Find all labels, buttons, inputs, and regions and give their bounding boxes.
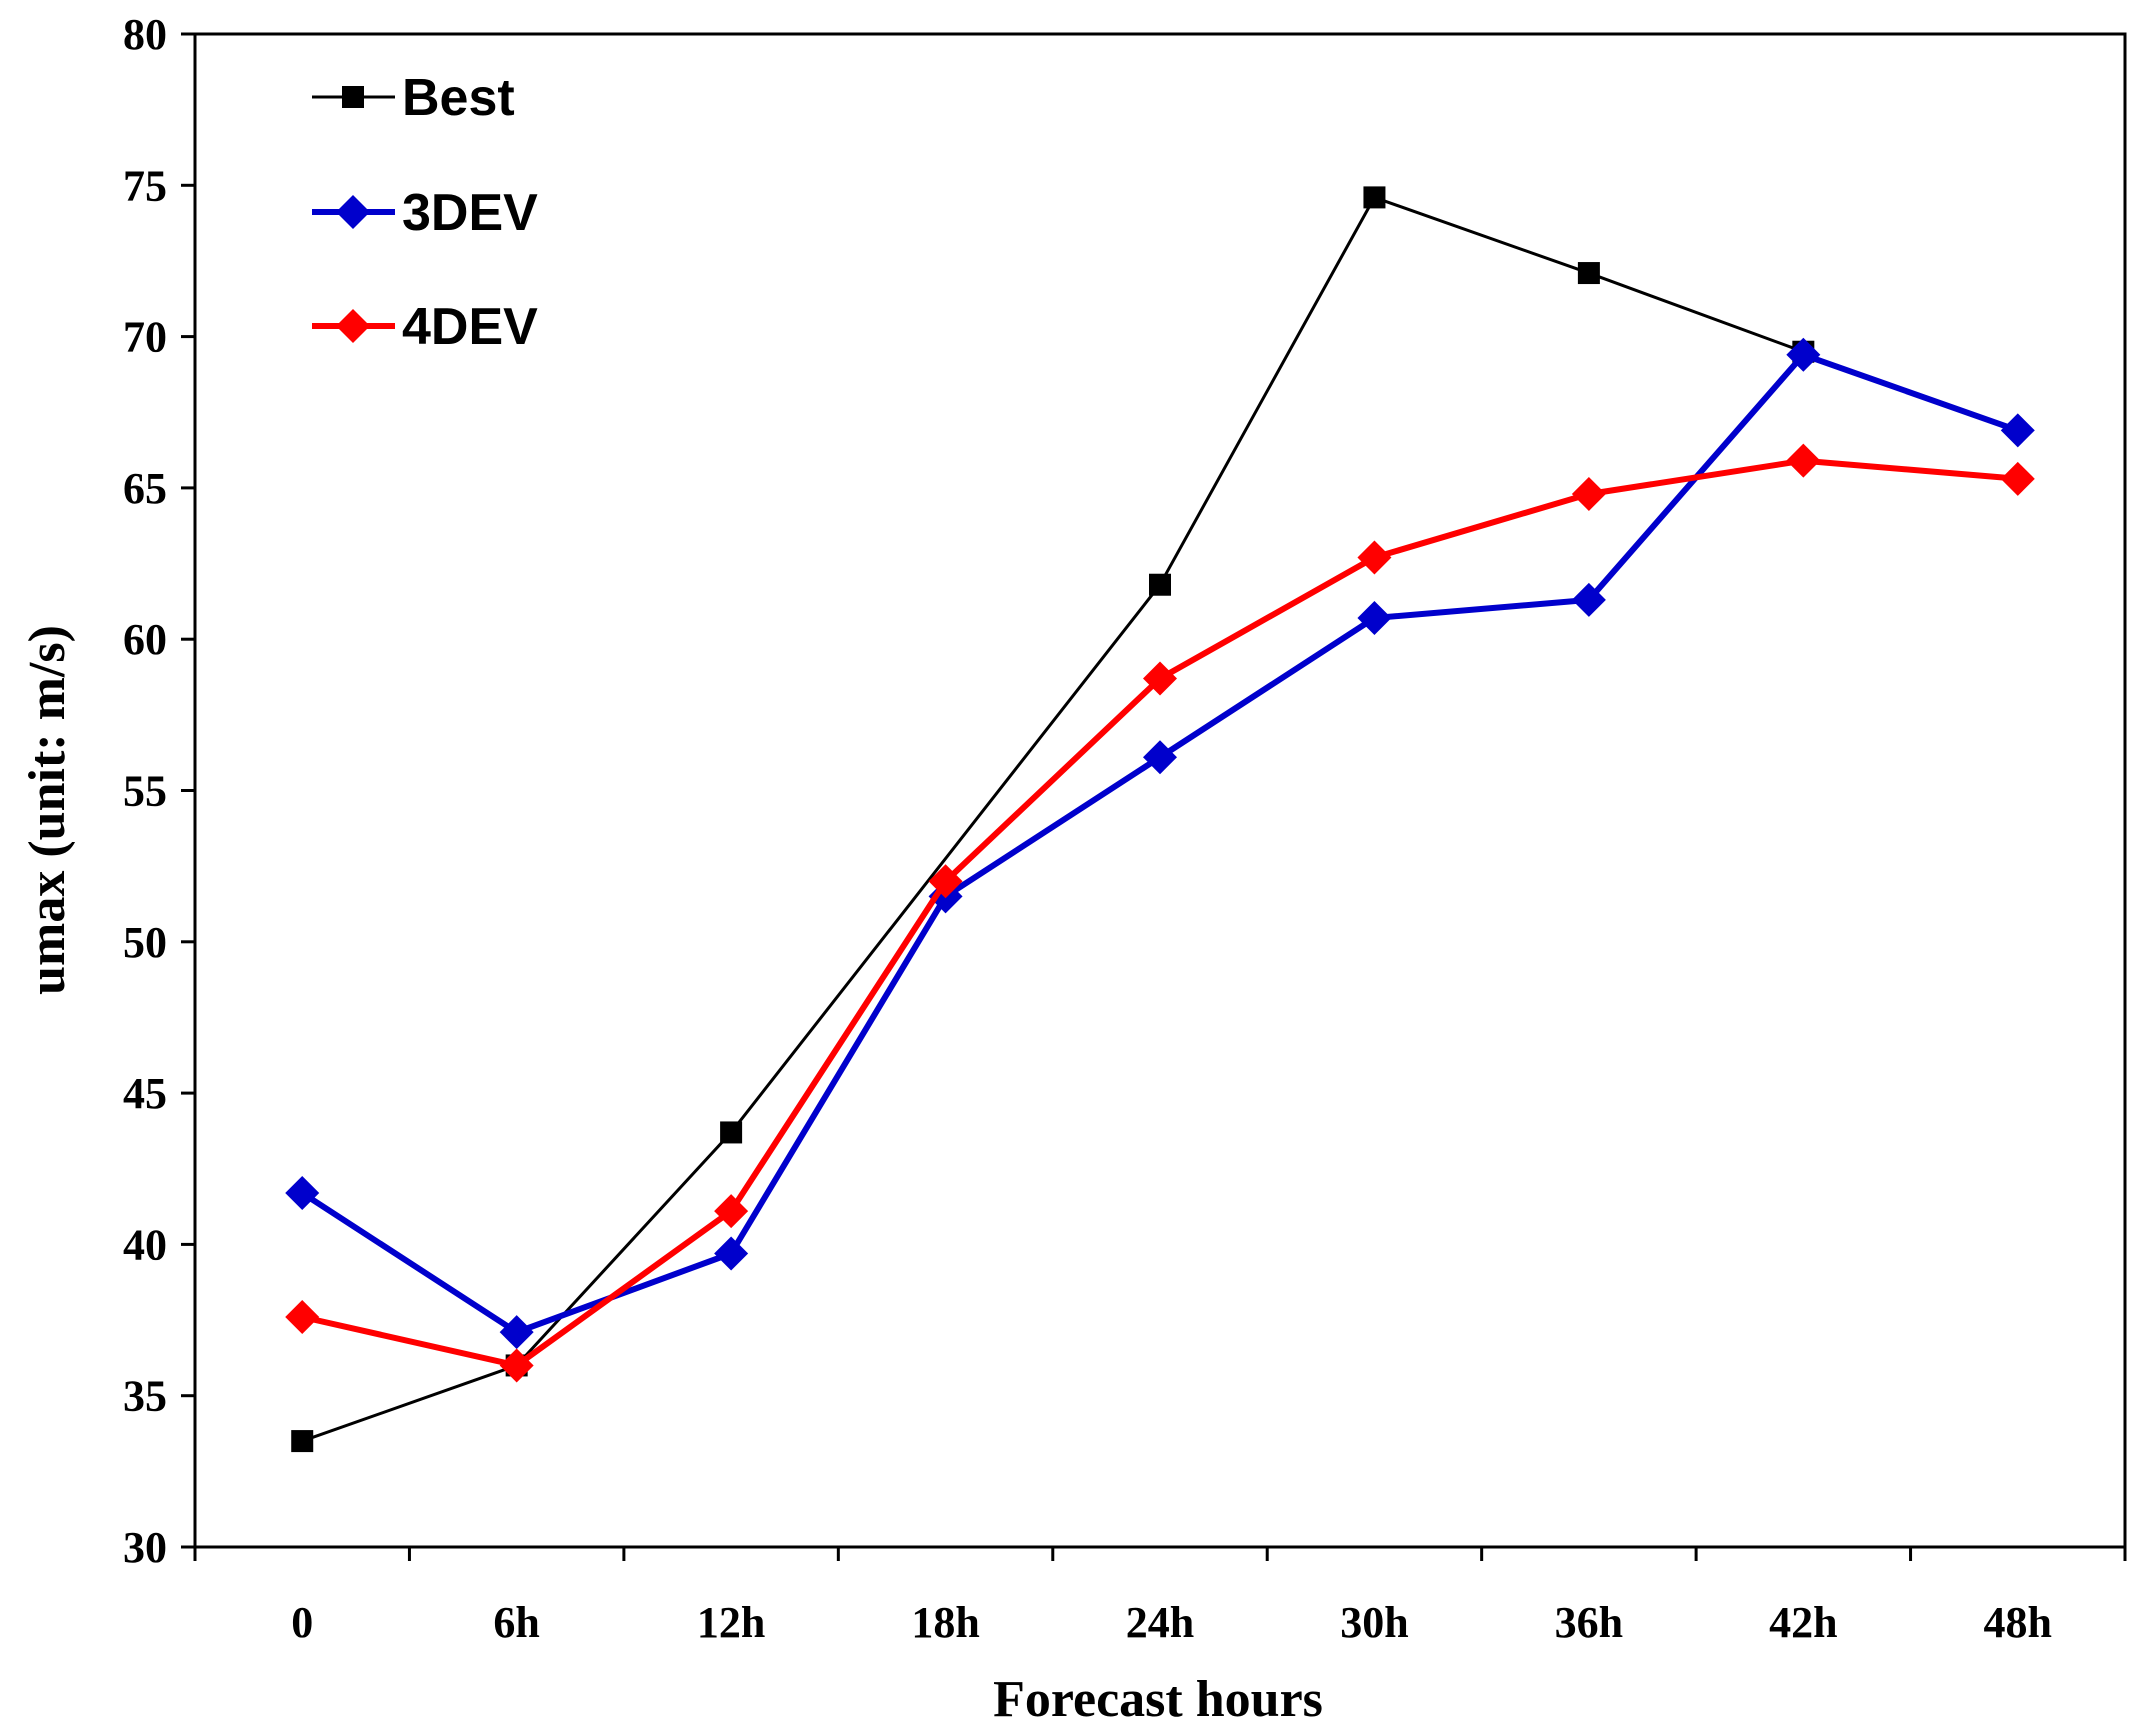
x-tick-label: 24h: [1126, 1598, 1194, 1647]
data-point-4dev: [1143, 661, 1177, 696]
data-point-3dev: [2000, 413, 2035, 448]
y-tick-label: 50: [123, 918, 167, 967]
x-axis-title: Forecast hours: [993, 1671, 1323, 1728]
legend-marker-best: [342, 86, 364, 108]
data-point-best: [720, 1121, 743, 1144]
data-point-4dev: [1571, 476, 1606, 511]
data-point-best: [1363, 186, 1386, 209]
legend-item-best: Best: [312, 69, 515, 127]
y-tick-label: 30: [123, 1523, 167, 1572]
legend-label-best: Best: [402, 69, 515, 127]
data-point-3dev: [714, 1236, 749, 1271]
axes: 30 35 40 45 50 55 60 65 70 75 80 0 6h 12h 18h 24h 30h 36h…: [123, 10, 2127, 1647]
data-point-4dev: [499, 1348, 534, 1383]
data-point-4dev: [285, 1300, 320, 1335]
data-point-best: [1149, 573, 1171, 596]
y-tick-label: 65: [123, 464, 167, 513]
x-tick-label: 6h: [493, 1598, 539, 1647]
legend-item-3dev: 3DEV: [312, 184, 538, 242]
data-point-best: [1577, 262, 1600, 285]
y-tick-label: 70: [123, 313, 167, 362]
legend: Best 3DEV 4DEV: [312, 69, 538, 356]
data-point-3dev: [285, 1175, 320, 1210]
data-point-4dev: [1786, 443, 1821, 478]
series-best: [291, 186, 1815, 1453]
data-point-3dev: [499, 1315, 534, 1350]
y-tick-label: 80: [123, 10, 167, 59]
y-tick-label: 35: [123, 1372, 167, 1421]
data-point-3dev: [1357, 601, 1392, 636]
data-point-best: [291, 1430, 314, 1453]
legend-label-3dev: 3DEV: [402, 184, 538, 242]
y-tick-label: 75: [123, 161, 167, 210]
series-4dev: [285, 443, 2035, 1383]
data-point-4dev: [928, 864, 963, 899]
y-tick-label: 55: [123, 767, 167, 816]
data-point-4dev: [2000, 461, 2035, 496]
data-point-4dev: [1357, 540, 1392, 575]
plot-frame: [193, 32, 2127, 1549]
series-line-4dev: [301, 457, 2019, 1369]
legend-marker-4dev: [336, 309, 370, 343]
x-tick-label: 42h: [1769, 1598, 1837, 1647]
data-point-3dev: [1786, 337, 1821, 372]
legend-marker-3dev: [336, 195, 370, 229]
legend-label-4dev: 4DEV: [402, 298, 538, 356]
y-tick-label: 45: [123, 1069, 167, 1118]
y-tick-label: 60: [123, 615, 167, 664]
y-tick-label: 40: [123, 1220, 167, 1269]
x-tick-label: 30h: [1340, 1598, 1408, 1647]
data-point-3dev: [1571, 582, 1606, 617]
x-tick-label: 36h: [1555, 1598, 1623, 1647]
x-tick-label: 12h: [697, 1598, 765, 1647]
series-3dev: [285, 337, 2035, 1350]
x-tick-label: 0: [291, 1598, 313, 1647]
series-line-best: [301, 195, 1804, 1443]
series-line-3dev: [300, 351, 2019, 1336]
legend-item-4dev: 4DEV: [312, 298, 538, 356]
series-layer: [285, 186, 2035, 1453]
data-point-3dev: [1143, 740, 1177, 775]
x-tick-label: 18h: [911, 1598, 979, 1647]
data-point-4dev: [714, 1194, 749, 1229]
x-tick-label: 48h: [1984, 1598, 2052, 1647]
y-axis-title: umax (unit: m/s): [19, 625, 76, 995]
